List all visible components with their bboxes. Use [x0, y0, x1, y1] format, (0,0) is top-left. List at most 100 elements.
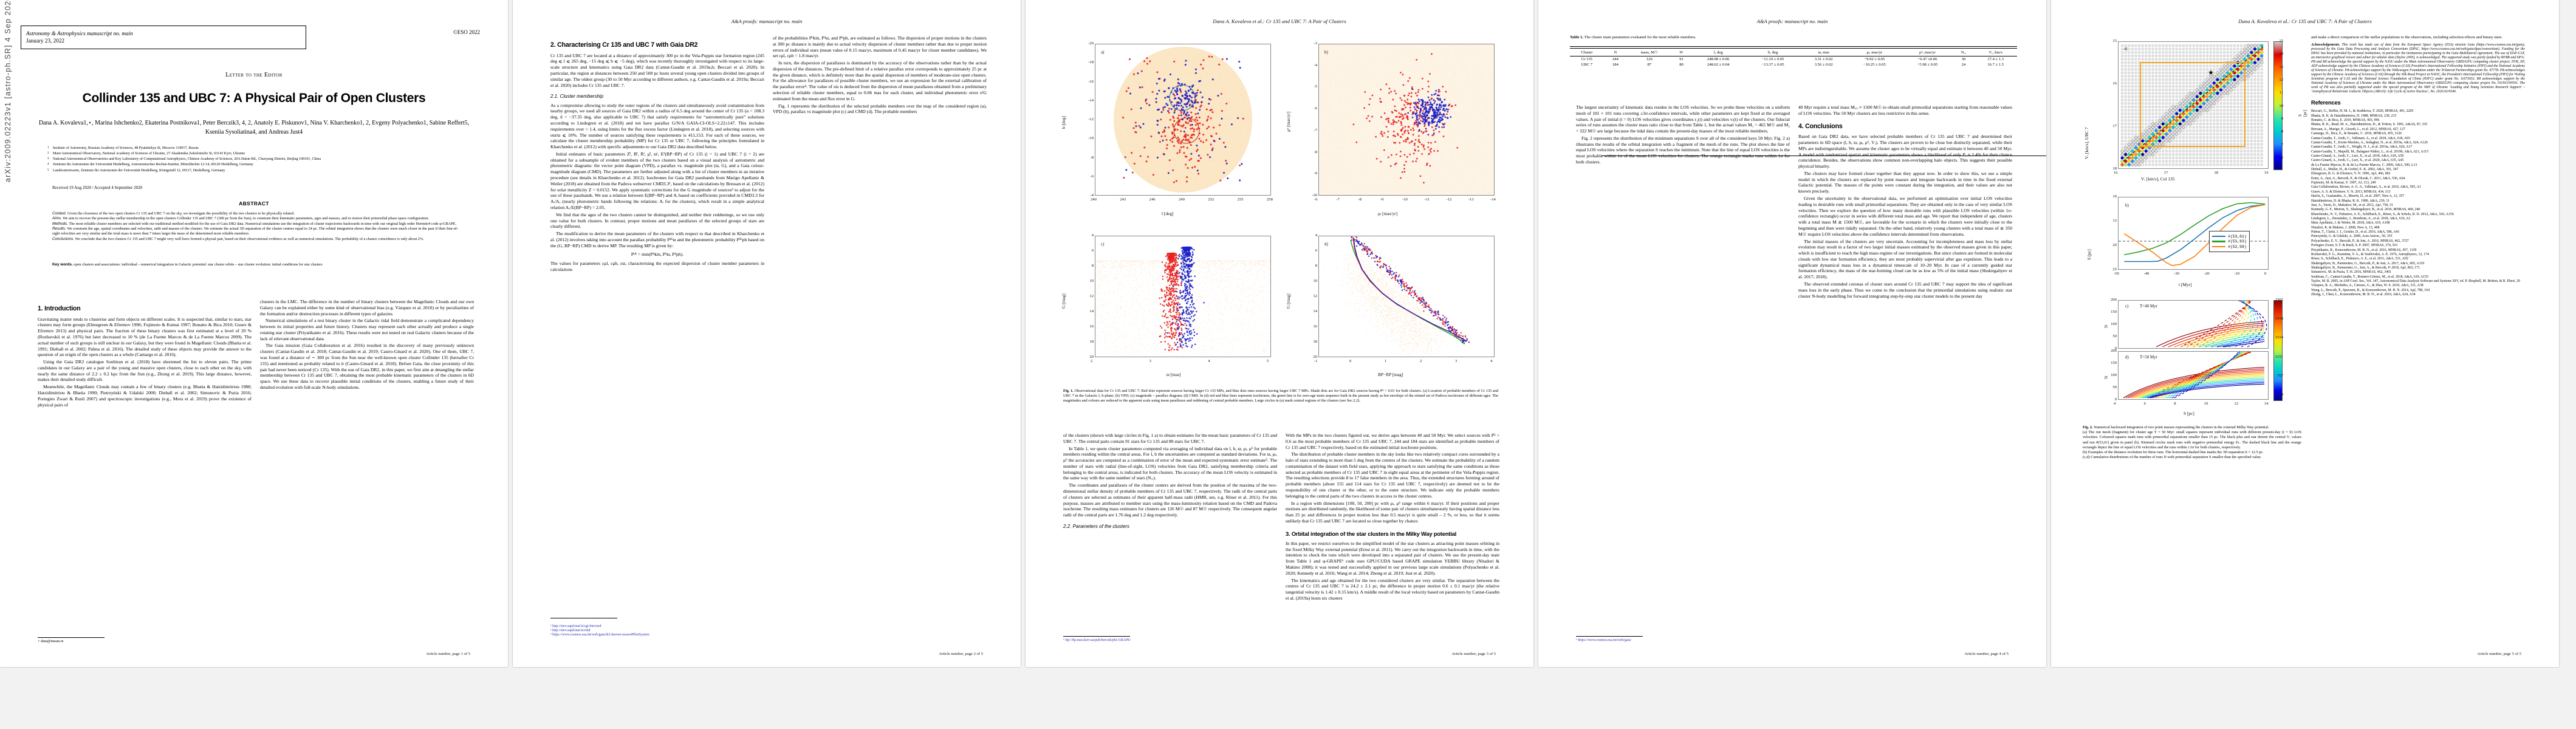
pdf-multi-page-viewer[interactable]: arXiv:2009.02223v1 [astro-ph.SR] 4 Sep 2…	[0, 0, 2576, 729]
reference-item: Taylor, M. B. 2005, in ASP Conf. Ser., V…	[2311, 279, 2525, 284]
subsection-heading-2-1: 2.1. Cluster membership	[550, 94, 764, 100]
page-footer-2: Article number, page 2 of 5	[939, 652, 983, 656]
tick-label: 200	[2107, 298, 2117, 302]
figure-1-panel-d-axes	[1318, 236, 1495, 357]
tick-label: 2	[1091, 359, 1092, 363]
reference-item: de La Fuente Marcos, R. & de La Fuente M…	[2311, 163, 2525, 168]
page-footer-3: Article number, page 3 of 5	[1451, 652, 1496, 656]
pdf-page-4[interactable]: A&A proofs: manuscript no. main Table 1.…	[1538, 0, 2046, 667]
reference-item: Bressan, A., Marigo, P., Girardi, L., et…	[2311, 128, 2525, 132]
panel-label-c: c)	[2125, 304, 2128, 309]
table-cell: 30	[1953, 56, 1974, 63]
reference-item: Röser, S., Schilbach, E., Piskunov, A. E…	[2311, 257, 2525, 261]
paragraph: of the clusters (shown with large circle…	[1063, 433, 1277, 445]
tick-label: 100	[2107, 373, 2117, 377]
tick-label: -6	[1314, 197, 1318, 202]
reference-item: Shukirgaliyev, B., Parmentier, G., Just,…	[2311, 266, 2525, 270]
tick-label: 10	[1084, 279, 1094, 283]
paragraph: Meanwhile, the Magellanic Clouds may con…	[38, 384, 252, 408]
page-footer-4: Article number, page 4 of 5	[1964, 652, 2009, 656]
tick-label: 15	[2107, 219, 2117, 223]
legend-label: #(53,61)	[2228, 234, 2247, 239]
reference-item: Palma, T., Clariá, J. J., Geisler, D., e…	[2311, 230, 2525, 234]
tick-label: -6	[1084, 174, 1094, 179]
page3-column-left: of the clusters (shown with large circle…	[1063, 433, 1277, 633]
tick-label: 0	[2107, 397, 2117, 402]
tick-label: 4	[1490, 359, 1492, 363]
tick-label: -10	[1307, 193, 1317, 197]
tick-label: 16	[2107, 81, 2117, 86]
tick-label: 200	[2107, 349, 2117, 353]
figure-1-caption: Fig. 1. Observational data for Cr 135 an…	[1063, 389, 1498, 404]
pdf-page-2[interactable]: A&A proofs: manuscript no. main 2. Chara…	[513, 0, 1021, 667]
tick-label: 12	[1084, 294, 1094, 298]
tick-label: -11	[1424, 197, 1430, 202]
panel-label-d: d)	[2125, 355, 2129, 360]
reference-item: Cantat-Gaudin, T., Mapelli, M., Balaguer…	[2311, 150, 2525, 154]
reference-item: Kharchenko, N. V., Piskunov, A. E., Schi…	[2311, 213, 2525, 217]
affil-text: National Astronomical Observatories and …	[53, 157, 321, 161]
page3-footnote: ⁵ ftp://ftp.mao.kiev.ua/pub/berczik/phi-…	[1063, 636, 1277, 643]
reference-item: Kennedy, G. F., Meiron, Y., Shukirgaliye…	[2311, 208, 2525, 212]
tick-label: 10	[2204, 402, 2208, 406]
section-heading-4: 4. Conclusions	[1798, 123, 2012, 131]
abstract-aims: We aim to recover the present-day stella…	[62, 216, 429, 221]
affil-text: Main Astronomical Observatory, National …	[53, 152, 245, 156]
figure-2-panel-a: ★ + a) Vᵣ [km/s], Col 135 Vᵣ [km/s], UBC…	[2080, 38, 2306, 187]
tick-label: -14	[1084, 98, 1094, 103]
paragraph: Using the Gaia DR2 catalogue Soubiran et…	[38, 359, 252, 383]
figure-2-colorbar-label: S [pc]	[2298, 108, 2307, 117]
table-1-column-header: l, deg	[1691, 49, 1745, 56]
reference-item: Soubiran, C., Cantat-Gaudin, T., Romero-…	[2311, 275, 2525, 279]
table-1-caption-label: Table 1.	[1570, 35, 1583, 39]
tick-label: 17	[2107, 124, 2117, 128]
reference-item: Portegies Zwart, S. F. & Rusli, S. P. 20…	[2311, 244, 2525, 248]
abstract-body: Context. Given the closeness of the two …	[52, 211, 458, 242]
acknowledgements: Acknowledgements. This work has made use…	[2311, 43, 2525, 95]
tick-label: 5	[1267, 359, 1269, 363]
tick-label: 249	[1179, 197, 1185, 202]
figure-1-panel-a-axes	[1095, 44, 1271, 196]
table-cell: 184	[1604, 62, 1627, 67]
table-1-column-header: mass, M☉	[1627, 49, 1672, 56]
pdf-page-5[interactable]: Dana A. Kovaleva et al.: Cr 135 and UBC …	[2051, 0, 2559, 667]
figure-1-panel-c-xlabel: ϖ [mas]	[1166, 372, 1181, 377]
legend-label: #(53,63)	[2228, 239, 2247, 244]
pdf-page-3[interactable]: Dana A. Kovaleva et al.: Cr 135 and UBC …	[1026, 0, 1533, 667]
tick-label: 2	[1420, 359, 1422, 363]
tick-label: 14	[2273, 52, 2283, 56]
page-footer-5: Article number, page 5 of 5	[2477, 652, 2521, 656]
paragraph: of the probabilities Pⁱʲkin, Pⁱʲϖ, and P…	[773, 35, 987, 59]
reference-item: Simunovic, M. & Puzia, T. H. 2016, MNRAS…	[2311, 270, 2525, 275]
table-cell: 17.4 ± 1.3	[1974, 56, 2017, 63]
panel-label-a: a)	[1101, 50, 1104, 55]
table-cell: 248.98 ± 0.06	[1691, 56, 1745, 63]
tick-label: 8	[1307, 264, 1317, 268]
tick-label: -9	[1307, 171, 1317, 176]
table-1-header-row: Cluster Nmass, M☉ Nᶜ l, deg b, deg ϖ, mas μₗ, …	[1570, 49, 2017, 56]
reference-item: Gusev, A. S. & Efremov, Y. N. 2013, MNRA…	[2311, 190, 2525, 194]
pdf-page-1[interactable]: arXiv:2009.02223v1 [astro-ph.SR] 4 Sep 2…	[0, 0, 508, 667]
footnote-text: ⁶ https://www.cosmos.esa.int/web/gaia/	[1576, 638, 1790, 643]
table-row-cluster: UBC 7	[1570, 62, 1604, 67]
tick-label: 17	[2164, 171, 2168, 175]
table-1-column-header: Cluster	[1570, 49, 1604, 56]
tick-label: 1918	[2273, 317, 2283, 321]
paragraph: The distribution of probable cluster mem…	[1286, 451, 1499, 499]
table-1: Cluster Nmass, M☉ Nᶜ l, deg b, deg ϖ, mas μₗ, …	[1570, 49, 2017, 67]
tick-label: -4	[1307, 63, 1317, 67]
arxiv-stamp: arXiv:2009.02223v1 [astro-ph.SR] 4 Sep 2…	[4, 0, 12, 182]
page-title: Collinder 135 and UBC 7: A Physical Pair…	[24, 91, 484, 106]
page4-footnote: ⁶ https://www.cosmos.esa.int/web/gaia/	[1576, 636, 1790, 643]
acknowledgements-text: This work has made use of data from the …	[2311, 43, 2525, 94]
paragraph: and make a direct comparison of the stel…	[2311, 35, 2525, 41]
subsection-heading-2-2: 2.2. Parameters of the clusters	[1063, 524, 1277, 530]
paragraph: The coordinates and parallaxes of the cl…	[1063, 482, 1277, 518]
letter-to-editor-label: Letter to the Editor	[0, 72, 508, 78]
paragraph: Fig. 2 represents the distribution of th…	[1576, 135, 1790, 165]
tick-label: -10	[2234, 272, 2239, 276]
paragraph: As a compromise allowing to study the ou…	[550, 103, 764, 150]
tick-label: 9	[2273, 117, 2283, 121]
tick-label: 16	[2114, 171, 2118, 175]
figure-1-panel-b-xlabel: μₗ [mas/yr]	[1378, 211, 1397, 216]
